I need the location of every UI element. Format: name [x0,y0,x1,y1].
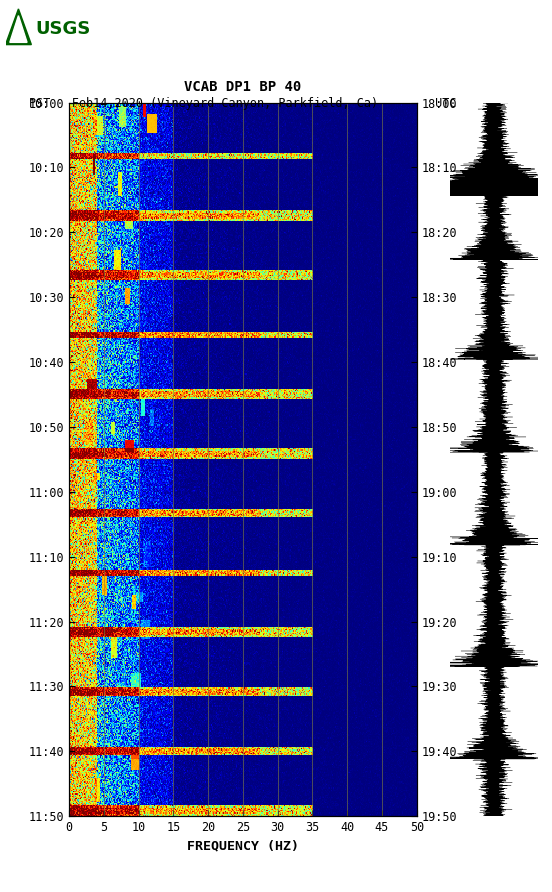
Polygon shape [6,9,31,45]
Text: USGS: USGS [36,20,91,38]
Text: PST   Feb14,2020 (Vineyard Canyon, Parkfield, Ca)        UTC: PST Feb14,2020 (Vineyard Canyon, Parkfie… [29,96,457,110]
Polygon shape [10,16,27,42]
X-axis label: FREQUENCY (HZ): FREQUENCY (HZ) [187,839,299,853]
Text: VCAB DP1 BP 40: VCAB DP1 BP 40 [184,79,301,94]
